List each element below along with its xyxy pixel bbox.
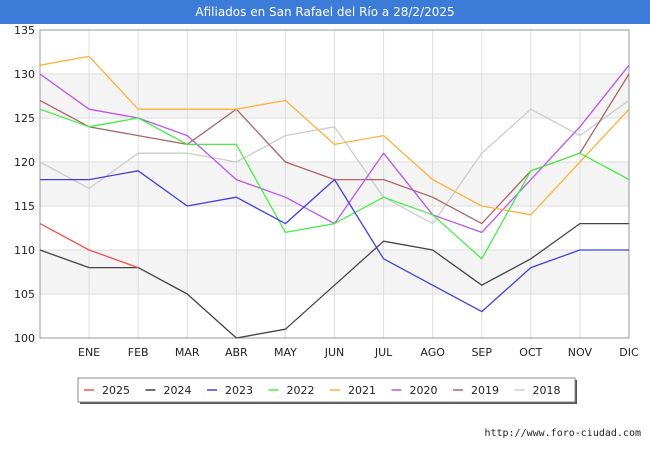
x-tick-label: JUL bbox=[374, 346, 393, 359]
y-axis-tick-labels: 100 105 110 115 120 125 130 135 bbox=[14, 24, 35, 345]
y-tick-label: 130 bbox=[14, 68, 35, 81]
legend-label-2020: 2020 bbox=[410, 384, 438, 397]
x-tick-label: MAY bbox=[274, 346, 297, 359]
x-axis-tick-labels: ENE FEB MAR ABR MAY JUN JUL AGO SEP OCT NOV DIC bbox=[78, 346, 639, 359]
legend-label-2019: 2019 bbox=[471, 384, 499, 397]
x-tick-label: JUN bbox=[324, 346, 345, 359]
series-line-2018 bbox=[39, 99, 630, 225]
legend-label-2024: 2024 bbox=[164, 384, 192, 397]
y-tick-label: 115 bbox=[14, 200, 35, 213]
series-line-2025 bbox=[39, 223, 139, 269]
legend-label-2018: 2018 bbox=[533, 384, 561, 397]
legend-box bbox=[77, 377, 576, 403]
x-tick-label: OCT bbox=[519, 346, 542, 359]
x-tick-label: NOV bbox=[568, 346, 593, 359]
x-tick-label: MAR bbox=[175, 346, 200, 359]
series-line-2021 bbox=[39, 55, 630, 216]
line-chart: 100 105 110 115 120 125 130 135 ENE FEB MAR ABR MAY… bbox=[14, 24, 639, 404]
y-tick-label: 135 bbox=[14, 24, 35, 37]
y-tick-label: 110 bbox=[14, 244, 35, 257]
x-tick-label: FEB bbox=[128, 346, 149, 359]
chart-title: Afiliados en San Rafael del Río a 28/2/2… bbox=[0, 0, 650, 24]
legend-label-2025: 2025 bbox=[102, 384, 130, 397]
series-line-2023 bbox=[40, 170, 629, 313]
legend-label-2022: 2022 bbox=[287, 384, 315, 397]
x-tick-label: ENE bbox=[78, 346, 100, 359]
series-lines bbox=[39, 55, 630, 339]
plot-frame bbox=[39, 29, 630, 339]
y-tick-label: 120 bbox=[14, 156, 35, 169]
y-tick-label: 125 bbox=[14, 112, 35, 125]
x-tick-label: DIC bbox=[619, 346, 639, 359]
y-tick-label: 105 bbox=[14, 288, 35, 301]
series-line-2022 bbox=[39, 108, 630, 260]
x-tick-label: SEP bbox=[471, 346, 492, 359]
y-tick-label: 100 bbox=[14, 332, 35, 345]
legend: 2025 2024 2023 2022 2021 2020 2019 2018 bbox=[77, 377, 577, 404]
source-url[interactable]: http://www.foro-ciudad.com bbox=[484, 428, 641, 439]
x-tick-label: ABR bbox=[225, 346, 248, 359]
x-tick-label: AGO bbox=[420, 346, 445, 359]
legend-label-2023: 2023 bbox=[225, 384, 253, 397]
legend-label-2021: 2021 bbox=[348, 384, 376, 397]
